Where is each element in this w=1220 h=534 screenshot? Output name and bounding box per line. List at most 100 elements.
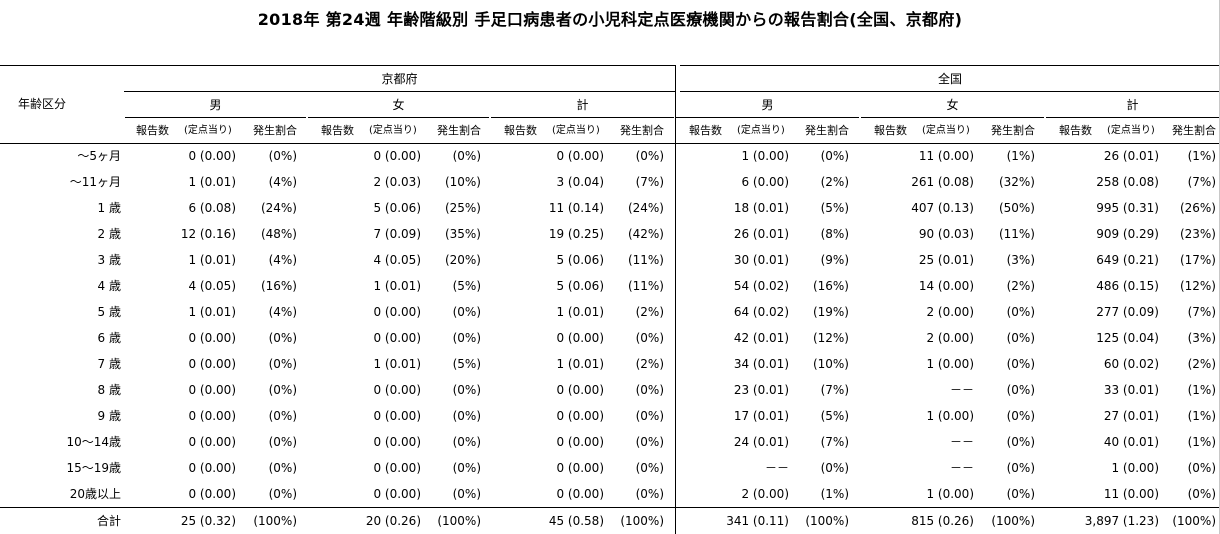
- count-cell: 0 (0.00): [556, 409, 604, 423]
- count-cell: 23 (0.01): [733, 383, 789, 397]
- count-cell: 0 (0.00): [188, 149, 236, 163]
- sex-header: 計: [576, 98, 589, 112]
- count-cell: 0 (0.00): [556, 383, 604, 397]
- ratio-cell: (0%): [820, 149, 849, 163]
- count-cell: 27 (0.01): [1103, 409, 1159, 423]
- count-cell: 11 (0.00): [918, 149, 974, 163]
- ratio-cell: (2%): [820, 175, 849, 189]
- age-label: 10～14歳: [66, 435, 121, 449]
- ratio-cell: (10%): [812, 357, 849, 371]
- total-ratio-cell: (100%): [1172, 514, 1216, 528]
- region-separator: [675, 65, 676, 534]
- count-cell: 26 (0.01): [733, 227, 789, 241]
- count-cell: 1 (0.01): [373, 357, 421, 371]
- count-cell: 17 (0.01): [733, 409, 789, 423]
- count-cell: 258 (0.08): [1096, 175, 1159, 189]
- ratio-cell: (0%): [635, 435, 664, 449]
- ratio-cell: (0%): [452, 383, 481, 397]
- count-cell: 0 (0.00): [556, 461, 604, 475]
- total-ratio-cell: (100%): [991, 514, 1035, 528]
- count-cell: 34 (0.01): [733, 357, 789, 371]
- ratio-cell: (0%): [635, 331, 664, 345]
- count-cell: 0 (0.00): [556, 149, 604, 163]
- sex-rule: [491, 117, 674, 118]
- age-label: 2 歳: [97, 227, 121, 241]
- ratio-cell: (48%): [260, 227, 297, 241]
- count-cell: 26 (0.01): [1103, 149, 1159, 163]
- ratio-cell: (0%): [1006, 305, 1035, 319]
- age-label: ～5ヶ月: [77, 149, 121, 163]
- ratio-cell: (5%): [820, 201, 849, 215]
- ratio-cell: (19%): [812, 305, 849, 319]
- count-cell: 12 (0.16): [180, 227, 236, 241]
- count-cell: 649 (0.21): [1096, 253, 1159, 267]
- count-cell: 1 (0.00): [926, 357, 974, 371]
- total-ratio-cell: (100%): [437, 514, 481, 528]
- ratio-cell: (32%): [998, 175, 1035, 189]
- count-cell: 995 (0.31): [1096, 201, 1159, 215]
- ratio-cell: (0%): [635, 409, 664, 423]
- count-cell: 5 (0.06): [556, 279, 604, 293]
- count-cell: 0 (0.00): [556, 487, 604, 501]
- sex-rule: [308, 117, 489, 118]
- ratio-cell: (0%): [1187, 461, 1216, 475]
- ratio-cell: (23%): [1179, 227, 1216, 241]
- ratio-cell: (26%): [1179, 201, 1216, 215]
- sex-rule: [1046, 117, 1219, 118]
- sex-header: 男: [761, 98, 774, 112]
- ratio-cell: (2%): [1187, 357, 1216, 371]
- ratio-cell: (1%): [1187, 435, 1216, 449]
- ratio-cell: (16%): [812, 279, 849, 293]
- count-cell: 5 (0.06): [556, 253, 604, 267]
- count-cell: 11 (0.00): [1103, 487, 1159, 501]
- sex-header: 男: [209, 98, 222, 112]
- ratio-header: 発生割合: [437, 124, 481, 137]
- count-cell: 4 (0.05): [373, 253, 421, 267]
- ratio-cell: (0%): [452, 331, 481, 345]
- ratio-cell: (2%): [635, 357, 664, 371]
- count-cell: 0 (0.00): [373, 409, 421, 423]
- total-count-cell: 25 (0.32): [180, 514, 236, 528]
- count-header: 報告数: [689, 124, 722, 137]
- ratio-cell: (0%): [268, 149, 297, 163]
- count-cell: 277 (0.09): [1096, 305, 1159, 319]
- ratio-cell: (4%): [268, 175, 297, 189]
- total-label: 合計: [96, 514, 121, 528]
- count-cell: 0 (0.00): [373, 435, 421, 449]
- ratio-cell: (7%): [1187, 175, 1216, 189]
- count-cell: 42 (0.01): [733, 331, 789, 345]
- total-ratio-cell: (100%): [620, 514, 664, 528]
- region-rule: [680, 91, 1220, 92]
- per-site-header: (定点当り): [369, 125, 417, 136]
- count-cell: －－: [764, 461, 789, 475]
- ratio-cell: (1%): [1187, 149, 1216, 163]
- ratio-cell: (5%): [452, 357, 481, 371]
- sex-rule: [861, 117, 1044, 118]
- ratio-cell: (0%): [1006, 487, 1035, 501]
- ratio-cell: (0%): [268, 461, 297, 475]
- count-cell: 5 (0.06): [373, 201, 421, 215]
- count-cell: 0 (0.00): [373, 487, 421, 501]
- count-cell: 0 (0.00): [373, 149, 421, 163]
- ratio-cell: (12%): [1179, 279, 1216, 293]
- ratio-cell: (9%): [820, 253, 849, 267]
- ratio-cell: (17%): [1179, 253, 1216, 267]
- count-header: 報告数: [1059, 124, 1092, 137]
- region-header-kyoto: 京都府: [381, 72, 418, 86]
- count-cell: 1 (0.01): [188, 253, 236, 267]
- ratio-cell: (0%): [635, 383, 664, 397]
- total-count-cell: 20 (0.26): [365, 514, 421, 528]
- ratio-cell: (1%): [1187, 383, 1216, 397]
- count-cell: －－: [949, 435, 974, 449]
- header-top-rule: [680, 65, 1220, 66]
- ratio-cell: (35%): [444, 227, 481, 241]
- sex-header: 女: [946, 98, 959, 112]
- count-cell: 0 (0.00): [188, 461, 236, 475]
- ratio-cell: (0%): [268, 331, 297, 345]
- ratio-cell: (3%): [1187, 331, 1216, 345]
- ratio-cell: (8%): [820, 227, 849, 241]
- ratio-cell: (11%): [627, 253, 664, 267]
- ratio-cell: (5%): [820, 409, 849, 423]
- age-label: ～11ヶ月: [69, 175, 121, 189]
